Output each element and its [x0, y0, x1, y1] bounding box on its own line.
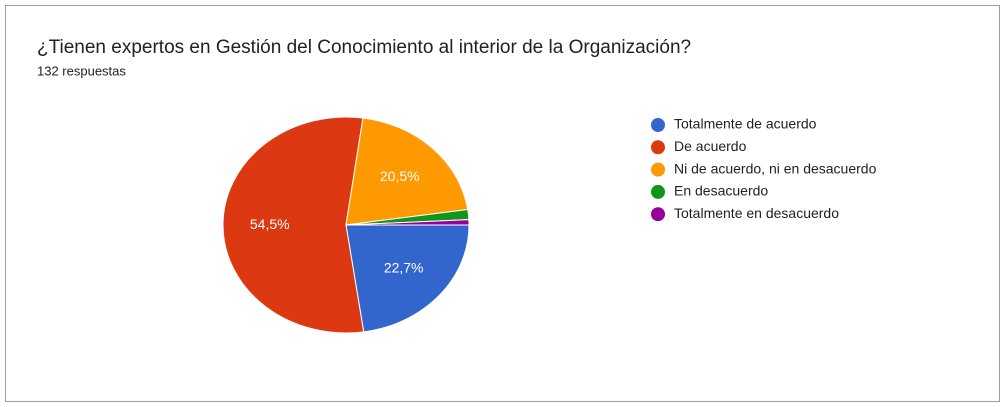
data-label: 22,7%: [384, 260, 424, 276]
chart-subtitle: 132 respuestas: [37, 63, 126, 78]
data-label: 54,5%: [250, 216, 290, 232]
legend-label: Totalmente de acuerdo: [674, 116, 817, 132]
legend-marker: [651, 184, 665, 199]
legend-label: Totalmente en desacuerdo: [674, 205, 839, 221]
legend-label: Ni de acuerdo, ni en desacuerdo: [674, 160, 877, 176]
legend-label: De acuerdo: [674, 138, 747, 154]
card: [5, 5, 1000, 402]
chart-title: ¿Tienen expertos en Gestión del Conocimi…: [37, 37, 691, 58]
legend-marker: [651, 162, 665, 177]
legend-label: En desacuerdo: [674, 183, 768, 199]
pie-slice: [345, 219, 470, 226]
pie-slice: [222, 116, 365, 334]
legend-marker: [651, 118, 665, 132]
pie-slice: [345, 117, 469, 226]
data-label: 20,5%: [380, 168, 420, 184]
legend-marker: [651, 207, 665, 222]
legend-marker: [651, 140, 665, 155]
pie-slice: [345, 224, 470, 333]
